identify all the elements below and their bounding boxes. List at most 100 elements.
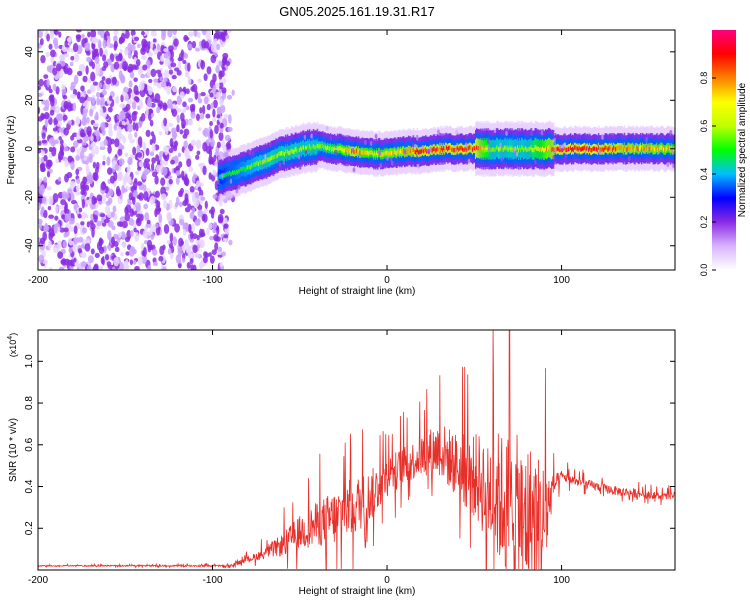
noise-cell <box>70 81 76 89</box>
noise-cell <box>133 227 137 233</box>
ridge-cell <box>478 146 481 152</box>
ridge-speckle <box>500 156 504 162</box>
noise-cell <box>192 244 198 254</box>
ridge-cell <box>316 143 319 148</box>
noise-cell <box>135 59 141 67</box>
noise-cell <box>76 147 81 157</box>
ridge-cell <box>274 154 277 160</box>
noise-cell <box>137 43 141 49</box>
snr-y-multiplier-exp: 4 <box>7 336 14 340</box>
noise-cell <box>70 93 77 99</box>
noise-cell <box>209 92 214 98</box>
ridge-cell <box>358 150 361 156</box>
noise-cell <box>121 241 127 249</box>
noise-cell <box>38 254 45 264</box>
noise-cell <box>133 77 138 83</box>
noise-cell <box>203 96 209 105</box>
noise-cell <box>86 56 92 63</box>
noise-cell <box>153 78 159 83</box>
ridge-cell <box>245 166 248 172</box>
ridge-cell <box>626 147 629 152</box>
noise-cell <box>212 221 218 230</box>
noise-cell <box>119 103 126 109</box>
noise-cell <box>195 113 200 121</box>
ridge-cell <box>642 145 644 150</box>
noise-cell <box>153 81 159 87</box>
noise-cell <box>96 133 100 142</box>
noise-cell <box>115 55 121 62</box>
ridge-cell <box>280 151 282 156</box>
noise-cell <box>164 147 169 156</box>
ridge-cell <box>551 146 554 152</box>
ridge-cell <box>226 172 229 177</box>
noise-cell <box>93 214 98 223</box>
noise-cell <box>63 146 69 152</box>
noise-cell <box>145 107 149 117</box>
noise-cell <box>52 244 59 253</box>
noise-cell <box>50 30 55 40</box>
noise-cell <box>205 113 211 119</box>
noise-cell <box>43 74 49 79</box>
noise-cell <box>218 78 223 83</box>
ridge-cell <box>566 147 568 153</box>
ridge-cell <box>458 146 461 152</box>
noise-cell <box>38 85 42 91</box>
noise-cell <box>38 92 43 97</box>
ridge-cell <box>663 147 665 152</box>
noise-cell <box>106 38 110 49</box>
ridge-cell <box>406 149 409 155</box>
ridge-cell <box>270 155 273 161</box>
ridge-speckle <box>379 162 383 168</box>
ridge-cell <box>344 147 347 153</box>
noise-cell <box>83 135 89 142</box>
noise-cell <box>145 147 150 156</box>
ridge-cell <box>637 146 640 151</box>
noise-cell <box>198 127 202 132</box>
noise-cell <box>142 247 147 258</box>
noise-cell <box>64 158 68 167</box>
ridge-cell <box>660 145 663 150</box>
ridge-cell <box>290 147 293 153</box>
ridge-cell <box>539 147 542 153</box>
ridge-cell <box>416 147 419 152</box>
noise-cell <box>223 234 229 239</box>
ridge-cell <box>375 152 377 158</box>
ridge-cell <box>217 176 220 181</box>
ridge-cell <box>631 146 634 151</box>
noise-cell <box>206 103 211 111</box>
noise-cell <box>159 76 163 82</box>
noise-cell <box>90 141 97 148</box>
noise-cell <box>80 85 85 92</box>
noise-cell <box>81 227 88 234</box>
ridge-cell <box>332 147 335 152</box>
noise-cell <box>142 229 149 239</box>
noise-cell <box>128 247 135 257</box>
noise-cell <box>152 248 158 256</box>
noise-cell <box>103 61 109 69</box>
noise-cell <box>121 220 128 229</box>
noise-cell <box>138 99 144 109</box>
noise-cell <box>45 159 52 170</box>
ridge-cell <box>600 147 603 153</box>
noise-cell <box>41 150 46 156</box>
ridge-cell <box>659 146 662 151</box>
noise-cell <box>50 56 55 64</box>
noise-cell <box>197 78 202 83</box>
noise-cell <box>202 165 207 176</box>
noise-cell <box>43 111 50 120</box>
ridge-speckle <box>278 161 282 167</box>
noise-cell <box>215 65 220 74</box>
noise-cell <box>137 120 143 129</box>
noise-cell <box>168 45 174 52</box>
noise-cell <box>49 136 55 145</box>
noise-cell <box>217 246 223 253</box>
ridge-cell <box>502 147 505 153</box>
noise-cell <box>63 227 69 233</box>
ridge-speckle <box>672 163 675 169</box>
noise-cell <box>155 223 159 229</box>
ridge-cell <box>595 147 598 152</box>
noise-cell <box>90 71 96 82</box>
ridge-cell <box>259 160 262 165</box>
spectrogram-x-tick-label: 100 <box>553 275 570 286</box>
ridge-cell <box>609 145 612 150</box>
